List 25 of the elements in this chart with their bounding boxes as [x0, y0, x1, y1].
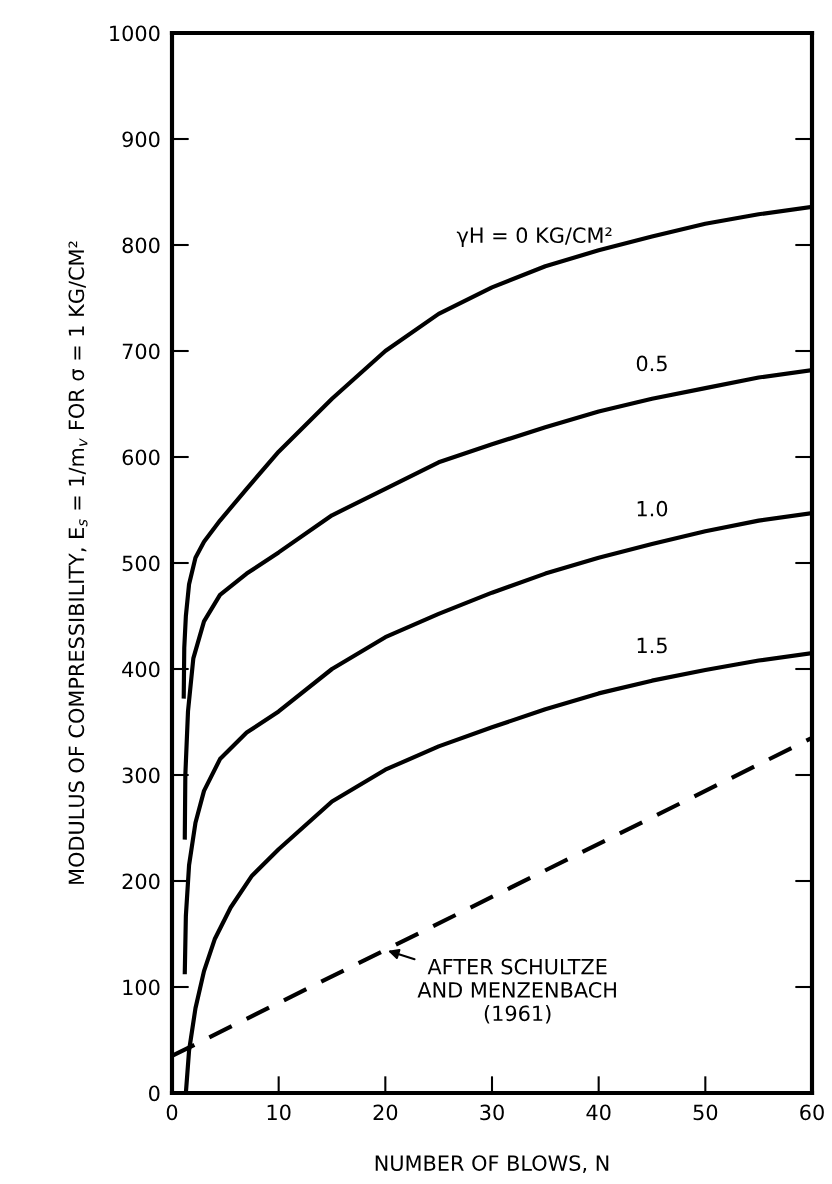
x-axis-title: NUMBER OF BLOWS, N [375, 1155, 609, 1174]
series-label: 1.5 [637, 637, 667, 654]
y-axis-title: MODULUS OF COMPRESSIBILITY, E$_{s}$ = 1/m$_{v}$ FOR σ = 1 KG/CM² [68, 241, 88, 884]
x-tick-label: 40 [586, 1104, 611, 1121]
y-tick-label: 500 [122, 555, 160, 572]
series-label: γH = 0 KG/CM² [456, 227, 612, 248]
x-tick-label: 50 [693, 1104, 718, 1121]
y-tick-label: 1000 [110, 25, 160, 42]
y-tick-label: 900 [122, 131, 160, 148]
y-tick-label: 200 [122, 873, 160, 890]
x-tick-label: 10 [267, 1104, 291, 1121]
x-tick-label: 20 [373, 1104, 398, 1121]
series-label: 0.5 [636, 355, 667, 372]
annotation: AFTER SCHULTZE AND MENZENBACH (1961) [417, 958, 616, 1024]
y-tick-label: 100 [123, 979, 160, 996]
y-tick-label: 700 [122, 343, 160, 360]
y-tick-label: 0 [149, 1085, 160, 1102]
y-tick-label: 300 [122, 767, 160, 784]
y-tick-label: 400 [122, 661, 160, 678]
x-tick-label: 60 [800, 1104, 824, 1121]
series-label: 1.0 [637, 500, 668, 517]
x-tick-label: 30 [480, 1104, 504, 1121]
y-tick-label: 800 [122, 237, 160, 254]
x-tick-label: 0 [166, 1104, 178, 1121]
y-tick-label: 600 [122, 449, 160, 466]
